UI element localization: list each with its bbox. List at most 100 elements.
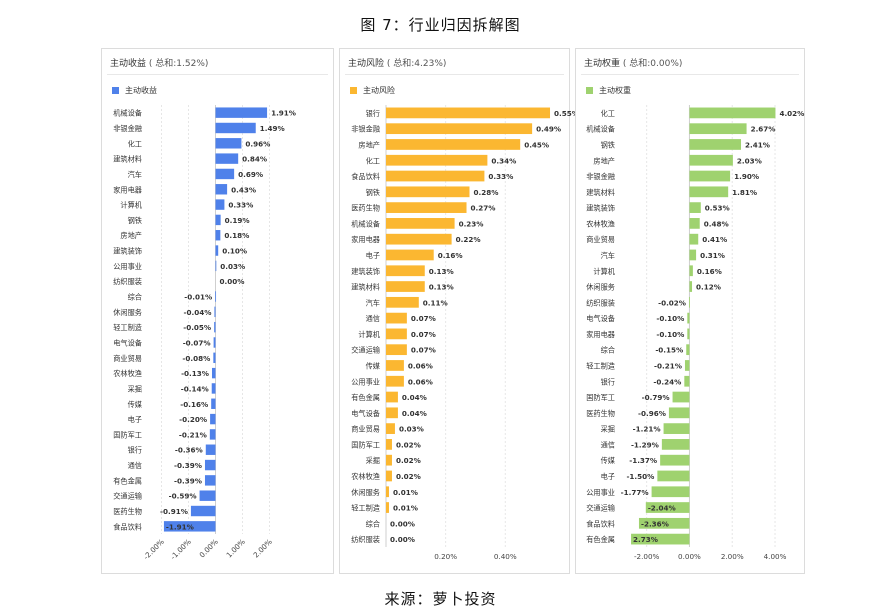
x-tick-label: 0.00% [678, 552, 701, 561]
bar[interactable] [211, 398, 216, 409]
bar[interactable] [386, 502, 389, 513]
bar[interactable] [386, 281, 425, 292]
bar[interactable] [214, 306, 216, 318]
bar[interactable] [386, 202, 467, 213]
bar[interactable] [687, 312, 690, 324]
bar[interactable] [386, 344, 407, 356]
bar[interactable] [386, 391, 398, 403]
bar[interactable] [386, 296, 419, 308]
bar[interactable] [386, 123, 533, 135]
category-label: 家用电器 [586, 330, 615, 339]
bar[interactable] [668, 407, 690, 419]
category-label: 非银金融 [351, 125, 380, 134]
category-label: 非银金融 [113, 124, 142, 133]
legend[interactable]: 主动收益 [112, 85, 157, 96]
bar[interactable] [386, 423, 395, 434]
figure-title: 图 7：行业归因拆解图 [360, 16, 521, 34]
bar[interactable] [386, 265, 425, 277]
bar[interactable] [199, 490, 216, 501]
bar[interactable] [386, 218, 455, 229]
bar[interactable] [386, 139, 521, 150]
value-label: -0.39% [174, 476, 202, 485]
bar[interactable] [386, 154, 488, 166]
bar[interactable] [689, 154, 733, 166]
value-label: 0.33% [228, 201, 253, 210]
bar[interactable] [215, 291, 217, 302]
bar[interactable] [386, 439, 392, 450]
bar[interactable] [689, 123, 747, 135]
bar[interactable] [386, 233, 452, 245]
bar[interactable] [215, 230, 221, 241]
bar[interactable] [215, 153, 239, 164]
legend[interactable]: 主动风险 [350, 85, 395, 96]
bar[interactable] [386, 360, 404, 371]
category-label: 汽车 [366, 298, 380, 307]
bar[interactable] [689, 186, 729, 198]
bar[interactable] [215, 122, 256, 134]
bar[interactable] [190, 505, 216, 517]
legend[interactable]: 主动权重 [586, 85, 631, 96]
category-label: 化工 [128, 139, 142, 148]
bar[interactable] [660, 454, 690, 466]
bar[interactable] [663, 423, 690, 434]
bar[interactable] [651, 486, 690, 498]
bar[interactable] [684, 375, 690, 387]
bar[interactable] [386, 470, 392, 482]
bar[interactable] [689, 107, 776, 119]
bar[interactable] [215, 214, 221, 226]
bar[interactable] [386, 107, 551, 119]
bar[interactable] [689, 249, 697, 261]
bar[interactable] [215, 199, 225, 210]
category-label: 电子 [128, 415, 142, 424]
bar[interactable] [661, 439, 690, 450]
bar[interactable] [684, 360, 690, 371]
bar[interactable] [163, 521, 216, 532]
bar[interactable] [657, 470, 690, 482]
value-label: -0.13% [181, 369, 209, 378]
bar[interactable] [386, 249, 434, 261]
bar[interactable] [211, 367, 216, 379]
bar[interactable] [211, 383, 216, 394]
bar[interactable] [204, 459, 216, 471]
bar[interactable] [689, 265, 693, 277]
bar[interactable] [386, 186, 470, 198]
value-label: -0.04% [183, 308, 211, 317]
bar[interactable] [386, 312, 407, 324]
bar[interactable] [213, 337, 216, 348]
bar[interactable] [689, 218, 700, 229]
bar[interactable] [215, 107, 268, 118]
bar[interactable] [386, 328, 407, 340]
value-label: 0.10% [222, 247, 247, 256]
bar[interactable] [689, 139, 742, 150]
category-label: 传媒 [128, 400, 142, 409]
bar[interactable] [205, 444, 216, 455]
bar[interactable] [215, 245, 219, 256]
bar[interactable] [689, 296, 690, 308]
bar[interactable] [215, 138, 242, 149]
bar[interactable] [210, 413, 216, 425]
bar[interactable] [386, 407, 398, 419]
bar[interactable] [689, 202, 701, 213]
category-label: 电子 [601, 472, 615, 481]
bar[interactable] [689, 281, 693, 292]
bar[interactable] [386, 486, 389, 498]
bar[interactable] [214, 321, 216, 333]
bar[interactable] [631, 533, 690, 545]
bar[interactable] [386, 375, 404, 387]
bar[interactable] [686, 344, 690, 356]
bar[interactable] [204, 475, 216, 486]
bar[interactable] [215, 168, 235, 180]
bar[interactable] [386, 454, 392, 466]
bar[interactable] [645, 502, 690, 513]
bar[interactable] [638, 517, 690, 529]
bar[interactable] [672, 391, 690, 403]
bar[interactable] [209, 429, 216, 440]
bar[interactable] [689, 233, 699, 245]
bar[interactable] [213, 352, 216, 364]
category-label: 有色金属 [113, 476, 142, 485]
bar[interactable] [687, 328, 690, 340]
bar[interactable] [689, 170, 731, 182]
bar[interactable] [215, 184, 228, 195]
bar[interactable] [215, 260, 217, 272]
bar[interactable] [386, 170, 485, 182]
